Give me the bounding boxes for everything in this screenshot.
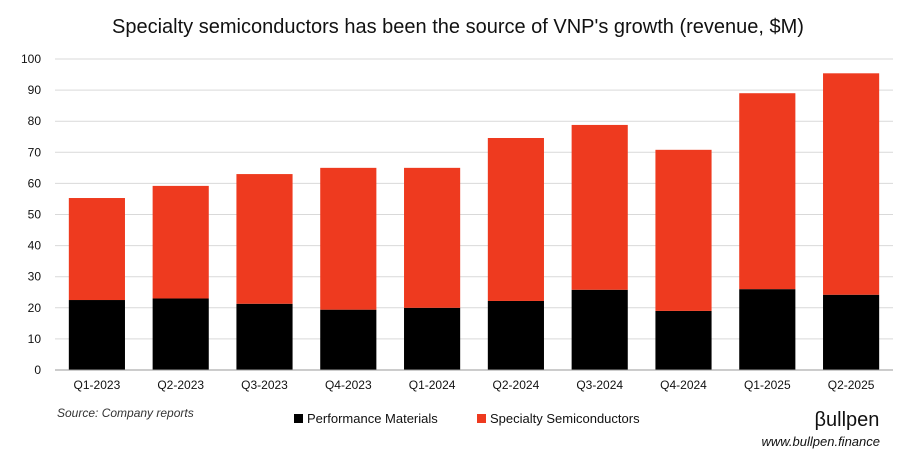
y-tick-label: 60: [28, 176, 42, 190]
bar-performance-materials: [152, 298, 209, 370]
website-url: www.bullpen.finance: [761, 434, 880, 449]
x-tick-label: Q1-2023: [74, 378, 121, 392]
legend-swatch: [477, 414, 486, 423]
bar-performance-materials: [320, 309, 377, 370]
legend: Performance Materials Specialty Semicondu…: [294, 411, 640, 426]
bar-performance-materials: [823, 294, 880, 370]
legend-label: Performance Materials: [307, 411, 438, 426]
legend-swatch: [294, 414, 303, 423]
bar-specialty-semiconductors: [68, 198, 125, 301]
x-tick-label: Q1-2025: [744, 378, 791, 392]
bar-performance-materials: [571, 289, 628, 370]
bar-performance-materials: [655, 310, 712, 370]
bar-specialty-semiconductors: [739, 93, 796, 290]
brand-logo: βullpen: [815, 409, 880, 431]
x-tick-label: Q3-2023: [241, 378, 288, 392]
bar-specialty-semiconductors: [655, 149, 712, 311]
y-tick-label: 40: [28, 239, 42, 253]
y-tick-label: 0: [34, 363, 41, 377]
y-tick-label: 10: [28, 332, 42, 346]
bar-performance-materials: [68, 300, 125, 370]
x-tick-label: Q2-2025: [828, 378, 875, 392]
bar-performance-materials: [739, 289, 796, 370]
bar-performance-materials: [487, 300, 544, 370]
x-axis-ticks: Q1-2023 Q2-2023 Q3-2023 Q4-2023 Q1-2024 Q2-20…: [74, 378, 875, 392]
bar-specialty-semiconductors: [236, 174, 293, 304]
x-tick-label: Q1-2024: [409, 378, 456, 392]
y-tick-label: 90: [28, 83, 42, 97]
x-tick-label: Q4-2024: [660, 378, 707, 392]
bar-specialty-semiconductors: [152, 185, 209, 299]
x-tick-label: Q2-2024: [493, 378, 540, 392]
legend-label: Specialty Semiconductors: [490, 411, 640, 426]
bar-performance-materials: [404, 307, 461, 370]
x-tick-label: Q3-2024: [576, 378, 623, 392]
source-note: Source: Company reports: [57, 406, 194, 420]
bar-specialty-semiconductors: [571, 124, 628, 290]
bar-specialty-semiconductors: [320, 167, 377, 310]
bar-specialty-semiconductors: [487, 137, 544, 301]
bar-specialty-semiconductors: [823, 73, 880, 295]
y-axis-ticks: 0 10 20 30 40 50 60 70 80 90 100: [21, 52, 41, 377]
chart-title: Specialty semiconductors has been the so…: [112, 16, 804, 38]
y-tick-label: 80: [28, 114, 42, 128]
y-tick-label: 20: [28, 301, 42, 315]
y-tick-label: 100: [21, 52, 41, 66]
y-tick-label: 50: [28, 208, 42, 222]
y-tick-label: 70: [28, 145, 42, 159]
y-tick-label: 30: [28, 270, 42, 284]
x-tick-label: Q2-2023: [157, 378, 204, 392]
bars: [68, 73, 880, 370]
bar-performance-materials: [236, 303, 293, 370]
bar-specialty-semiconductors: [404, 167, 461, 308]
x-tick-label: Q4-2023: [325, 378, 372, 392]
